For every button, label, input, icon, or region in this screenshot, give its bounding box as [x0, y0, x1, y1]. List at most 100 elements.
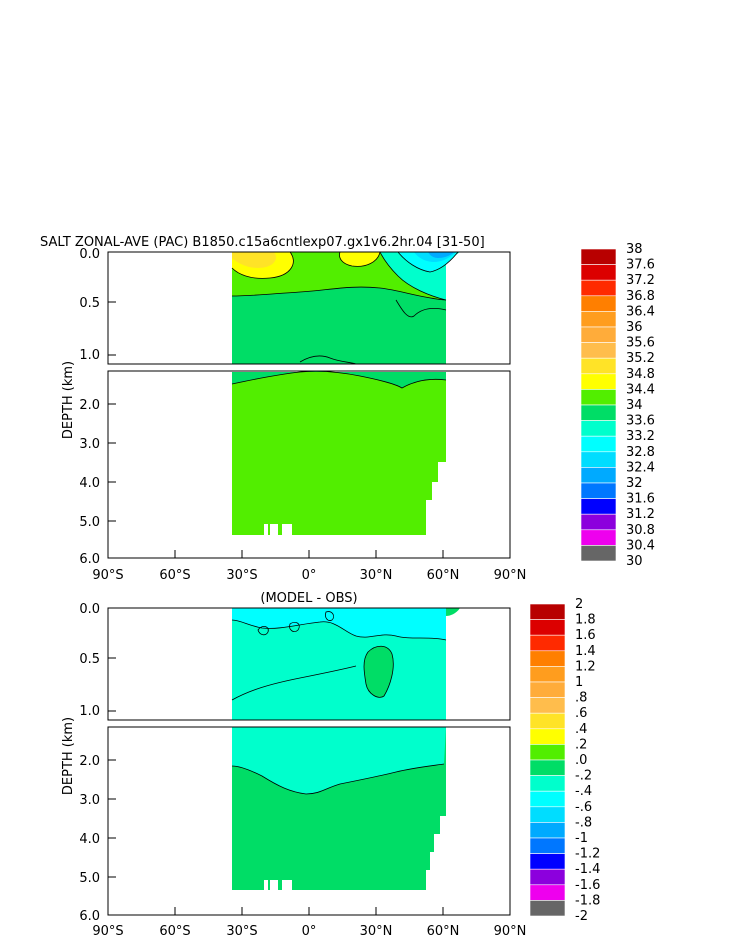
colorbar-swatch — [580, 482, 617, 499]
panel-2-upper-frame — [107, 607, 511, 721]
colorbar-swatch — [529, 790, 566, 808]
colorbar-swatch — [580, 357, 617, 375]
y-tick-label: 1.0 — [79, 704, 100, 719]
y-tick-label: 2.0 — [79, 754, 100, 769]
x-tick-label: 90°N — [494, 924, 527, 939]
x-tick-label: 90°S — [92, 924, 123, 939]
colorbar-label: .0 — [575, 753, 587, 768]
y-tick-label: 4.0 — [79, 476, 100, 491]
colorbar-label: .8 — [575, 691, 587, 706]
panel-2-lower-field — [231, 727, 446, 890]
colorbar-label: 33.6 — [626, 414, 655, 429]
colorbar-label: -.8 — [575, 815, 592, 830]
colorbar-label: 38 — [626, 242, 643, 257]
colorbar-swatch — [580, 326, 617, 343]
panel-2-title: (MODEL - OBS) — [260, 591, 357, 606]
y-tick-label: 6.0 — [79, 909, 100, 924]
colorbar-swatch — [580, 279, 617, 297]
colorbar-swatch — [580, 373, 617, 390]
colorbar-label: 36.8 — [626, 289, 655, 304]
colorbar-swatch — [580, 311, 617, 328]
colorbar-swatch — [529, 697, 566, 714]
x-tick-label: 0° — [302, 568, 317, 583]
colorbar-label: -2 — [575, 909, 588, 924]
colorbar-label: 32 — [626, 476, 643, 491]
panel-2-x-axis: 90°S 60°S 30°S 0° 30°N 60°N 90°N — [92, 907, 526, 939]
colorbar-label: -1 — [575, 831, 588, 846]
colorbar-swatch — [529, 853, 566, 870]
colorbar-label: 2 — [575, 597, 583, 612]
colorbar-swatch — [529, 650, 566, 667]
x-tick-label: 30°S — [226, 924, 257, 939]
x-tick-label: 60°S — [159, 568, 190, 583]
colorbar-swatch — [580, 529, 617, 546]
panel-1-lower-field — [231, 370, 447, 535]
colorbar-swatch — [529, 728, 566, 745]
x-tick-label: 0° — [302, 924, 317, 939]
colorbar-swatch — [529, 759, 566, 776]
colorbar-swatch — [529, 900, 566, 917]
x-tick-label: 60°S — [159, 924, 190, 939]
colorbar-label: .4 — [575, 722, 587, 737]
panel-2-upper-field — [231, 608, 460, 720]
colorbar-label: 30.4 — [626, 538, 655, 553]
colorbar-swatch — [529, 712, 566, 730]
y-tick-label: 3.0 — [79, 793, 100, 808]
colorbar-swatch — [580, 435, 617, 453]
x-tick-label: 60°N — [427, 568, 460, 583]
colorbar-label: 1 — [575, 675, 583, 690]
colorbar-swatch — [580, 545, 617, 562]
colorbar-swatch — [529, 681, 566, 698]
colorbar-label: -1.2 — [575, 847, 600, 862]
colorbar-label: 32.8 — [626, 445, 655, 460]
colorbar-label: 36 — [626, 320, 643, 335]
colorbar-swatch — [529, 744, 566, 761]
colorbar-label: 37.2 — [626, 273, 655, 288]
panel-1-colorbar: 3837.637.236.836.43635.635.234.834.43433… — [580, 242, 655, 569]
colorbar-label: 1.8 — [575, 613, 596, 628]
y-tick-label: 0.0 — [79, 247, 100, 262]
colorbar-label: -1.6 — [575, 878, 600, 893]
colorbar-swatch — [529, 619, 566, 636]
colorbar-label: -1.4 — [575, 862, 600, 877]
colorbar-label: 36.4 — [626, 304, 655, 319]
x-tick-label: 30°N — [360, 924, 393, 939]
colorbar-label: -.2 — [575, 769, 592, 784]
colorbar-swatch — [580, 295, 617, 312]
y-tick-label: 0.0 — [79, 602, 100, 617]
y-tick-label: 5.0 — [79, 871, 100, 886]
colorbar-swatch — [529, 634, 566, 652]
colorbar-label: 35.2 — [626, 351, 655, 366]
colorbar-swatch — [580, 513, 617, 531]
colorbar-swatch — [529, 822, 566, 839]
x-tick-label: 90°N — [494, 568, 527, 583]
x-tick-label: 90°S — [92, 568, 123, 583]
panel-1-title: SALT ZONAL-AVE (PAC) B1850.c15a6cntlexp0… — [40, 235, 485, 250]
colorbar-swatch — [580, 420, 617, 437]
colorbar-label: 34.8 — [626, 367, 655, 382]
colorbar-label: 31.2 — [626, 507, 655, 522]
colorbar-label: .6 — [575, 706, 587, 721]
y-tick-label: 5.0 — [79, 515, 100, 530]
panel-1-y-axis-label: DEPTH (km) — [61, 361, 76, 439]
panel-1-upper-frame — [107, 251, 511, 365]
colorbar-label: 34.4 — [626, 382, 655, 397]
panel-1-y-axis: 0.0 0.5 1.0 2.0 3.0 4.0 5.0 6.0 DEPTH (k… — [61, 247, 116, 567]
y-tick-label: 0.5 — [79, 652, 100, 667]
colorbar-label: -.4 — [575, 784, 592, 799]
colorbar-swatch — [580, 342, 617, 359]
colorbar-label: -1.8 — [575, 893, 600, 908]
panel-1-upper-field — [231, 251, 460, 365]
panel-2-y-axis-label: DEPTH (km) — [61, 717, 76, 795]
x-tick-label: 30°S — [226, 568, 257, 583]
colorbar-swatch — [580, 451, 617, 468]
y-tick-label: 1.0 — [79, 348, 100, 363]
y-tick-label: 3.0 — [79, 437, 100, 452]
panel-2: (MODEL - OBS) 0. — [61, 591, 600, 939]
colorbar-label: 1.6 — [575, 628, 596, 643]
colorbar-label: 37.6 — [626, 258, 655, 273]
y-tick-label: 0.5 — [79, 296, 100, 311]
colorbar-swatch — [580, 467, 617, 484]
colorbar-label: 1.2 — [575, 659, 596, 674]
